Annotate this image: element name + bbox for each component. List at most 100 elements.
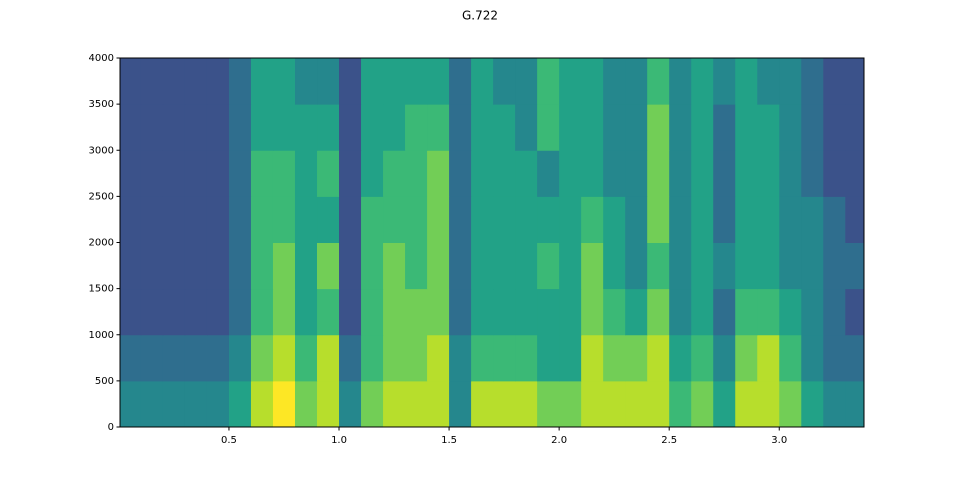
y-tick-label: 1500 bbox=[89, 284, 114, 295]
spectrogram-cell bbox=[823, 58, 846, 105]
spectrogram-cell bbox=[603, 242, 626, 290]
spectrogram-cell bbox=[140, 150, 164, 197]
spectrogram-cell bbox=[559, 288, 582, 336]
spectrogram-cell bbox=[823, 150, 846, 197]
spectrogram-cell bbox=[339, 104, 362, 151]
spectrogram-cell bbox=[383, 288, 406, 336]
spectrogram-cell bbox=[427, 104, 450, 151]
spectrogram-cell bbox=[471, 58, 494, 105]
spectrogram-cell bbox=[845, 196, 864, 243]
spectrogram-cell bbox=[581, 58, 604, 105]
spectrogram-cell bbox=[493, 150, 516, 197]
spectrogram-cell bbox=[228, 288, 252, 336]
spectrogram-cell bbox=[647, 104, 670, 151]
spectrogram-cell bbox=[559, 104, 582, 151]
spectrogram-cell bbox=[272, 380, 296, 427]
spectrogram-cell bbox=[625, 150, 648, 197]
spectrogram-cell bbox=[184, 288, 208, 336]
spectrogram-cell bbox=[427, 334, 450, 382]
spectrogram-cell bbox=[250, 150, 274, 197]
spectrogram-cell bbox=[801, 104, 824, 151]
spectrogram-cell bbox=[845, 150, 864, 197]
spectrogram-cell bbox=[449, 58, 472, 105]
spectrogram-cell bbox=[120, 242, 142, 290]
spectrogram-cell bbox=[294, 58, 318, 105]
spectrogram-cell bbox=[691, 380, 714, 427]
spectrogram-cell bbox=[206, 150, 230, 197]
spectrogram-cell bbox=[184, 380, 208, 427]
spectrogram-cell bbox=[339, 380, 362, 427]
spectrogram-cell bbox=[757, 58, 780, 105]
spectrogram-cell bbox=[691, 334, 714, 382]
spectrogram-cell bbox=[294, 150, 318, 197]
spectrogram-cell bbox=[449, 196, 472, 243]
spectrogram-cell bbox=[361, 242, 384, 290]
spectrogram-cell bbox=[184, 334, 208, 382]
spectrogram-cell bbox=[140, 58, 164, 105]
spectrogram-cell bbox=[317, 196, 340, 243]
spectrogram-cell bbox=[383, 58, 406, 105]
spectrogram-cell bbox=[845, 242, 864, 290]
spectrogram-cell bbox=[735, 58, 758, 105]
spectrogram-cell bbox=[823, 380, 846, 427]
chart-title: G.722 bbox=[462, 9, 498, 23]
spectrogram-cell bbox=[647, 150, 670, 197]
spectrogram-cell bbox=[493, 242, 516, 290]
spectrogram-cell bbox=[493, 104, 516, 151]
spectrogram-cell bbox=[471, 150, 494, 197]
spectrogram-cell bbox=[779, 104, 802, 151]
spectrogram-cell bbox=[647, 334, 670, 382]
spectrogram-cell bbox=[383, 380, 406, 427]
spectrogram-cell bbox=[206, 196, 230, 243]
spectrogram-cell bbox=[515, 196, 538, 243]
spectrogram-cell bbox=[405, 288, 428, 336]
spectrogram-cell bbox=[559, 334, 582, 382]
spectrogram-cell bbox=[206, 334, 230, 382]
spectrogram-cell bbox=[120, 104, 142, 151]
spectrogram-cell bbox=[383, 196, 406, 243]
spectrogram-cell bbox=[206, 288, 230, 336]
spectrogram-cell bbox=[449, 334, 472, 382]
spectrogram-cell bbox=[162, 58, 186, 105]
x-tick-label: 2.0 bbox=[551, 435, 567, 446]
spectrogram-cell bbox=[250, 288, 274, 336]
spectrogram-cell bbox=[779, 288, 802, 336]
spectrogram-cell bbox=[581, 196, 604, 243]
spectrogram-cell bbox=[250, 196, 274, 243]
spectrogram-cell bbox=[162, 196, 186, 243]
spectrogram-cell bbox=[361, 104, 384, 151]
spectrogram-cell bbox=[625, 242, 648, 290]
spectrogram-cell bbox=[801, 242, 824, 290]
spectrogram-cell bbox=[515, 288, 538, 336]
spectrogram-cell bbox=[228, 242, 252, 290]
spectrogram-cell bbox=[669, 242, 692, 290]
spectrogram-cell bbox=[757, 242, 780, 290]
spectrogram-cell bbox=[493, 334, 516, 382]
spectrogram-cell bbox=[603, 196, 626, 243]
spectrogram-cell bbox=[823, 104, 846, 151]
spectrogram-cell bbox=[603, 150, 626, 197]
spectrogram-cell bbox=[427, 196, 450, 243]
spectrogram-cell bbox=[713, 380, 736, 427]
spectrogram-cell bbox=[405, 58, 428, 105]
spectrogram-cell bbox=[427, 288, 450, 336]
spectrogram-cell bbox=[625, 196, 648, 243]
spectrogram-cell bbox=[339, 196, 362, 243]
spectrogram-cell bbox=[383, 150, 406, 197]
spectrogram-cell bbox=[713, 150, 736, 197]
spectrogram-cell bbox=[581, 334, 604, 382]
spectrogram-cell bbox=[361, 58, 384, 105]
spectrogram-cell bbox=[272, 58, 296, 105]
spectrogram-cell bbox=[823, 196, 846, 243]
spectrogram-cell bbox=[581, 380, 604, 427]
spectrogram-cell bbox=[405, 196, 428, 243]
spectrogram-cell bbox=[162, 380, 186, 427]
spectrogram-cell bbox=[581, 288, 604, 336]
x-tick-label: 1.5 bbox=[441, 435, 457, 446]
spectrogram-cell bbox=[757, 288, 780, 336]
spectrogram-cell bbox=[272, 334, 296, 382]
spectrogram-cell bbox=[691, 196, 714, 243]
spectrogram-cell bbox=[691, 104, 714, 151]
spectrogram-cell bbox=[228, 380, 252, 427]
spectrogram-cell bbox=[669, 288, 692, 336]
